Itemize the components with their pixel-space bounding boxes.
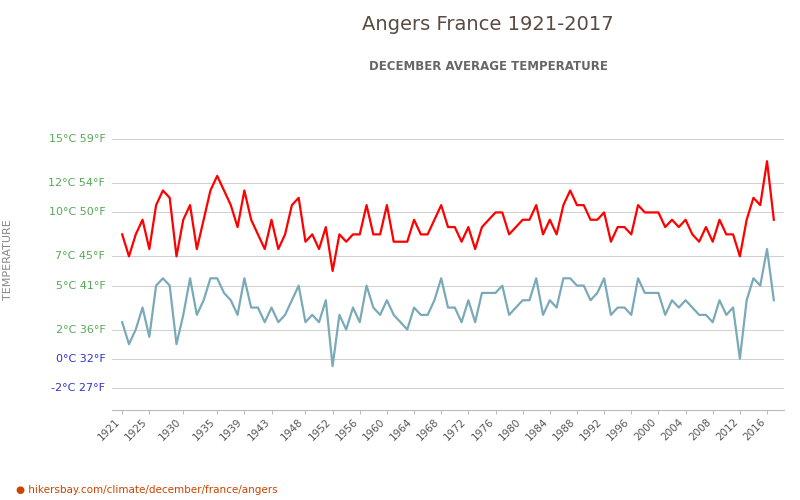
Text: 15°C 59°F: 15°C 59°F	[49, 134, 106, 144]
Text: 10°C 50°F: 10°C 50°F	[49, 208, 106, 218]
Text: ● hikersbay.com/climate/december/france/angers: ● hikersbay.com/climate/december/france/…	[16, 485, 278, 495]
Text: 7°C 45°F: 7°C 45°F	[55, 252, 106, 262]
Text: DECEMBER AVERAGE TEMPERATURE: DECEMBER AVERAGE TEMPERATURE	[369, 60, 607, 73]
Text: TEMPERATURE: TEMPERATURE	[3, 220, 13, 300]
Text: 0°C 32°F: 0°C 32°F	[55, 354, 106, 364]
Text: 2°C 36°F: 2°C 36°F	[55, 324, 106, 334]
Text: 12°C 54°F: 12°C 54°F	[49, 178, 106, 188]
Text: Angers France 1921-2017: Angers France 1921-2017	[362, 15, 614, 34]
Text: 5°C 41°F: 5°C 41°F	[55, 280, 106, 290]
Text: -2°C 27°F: -2°C 27°F	[51, 383, 106, 393]
